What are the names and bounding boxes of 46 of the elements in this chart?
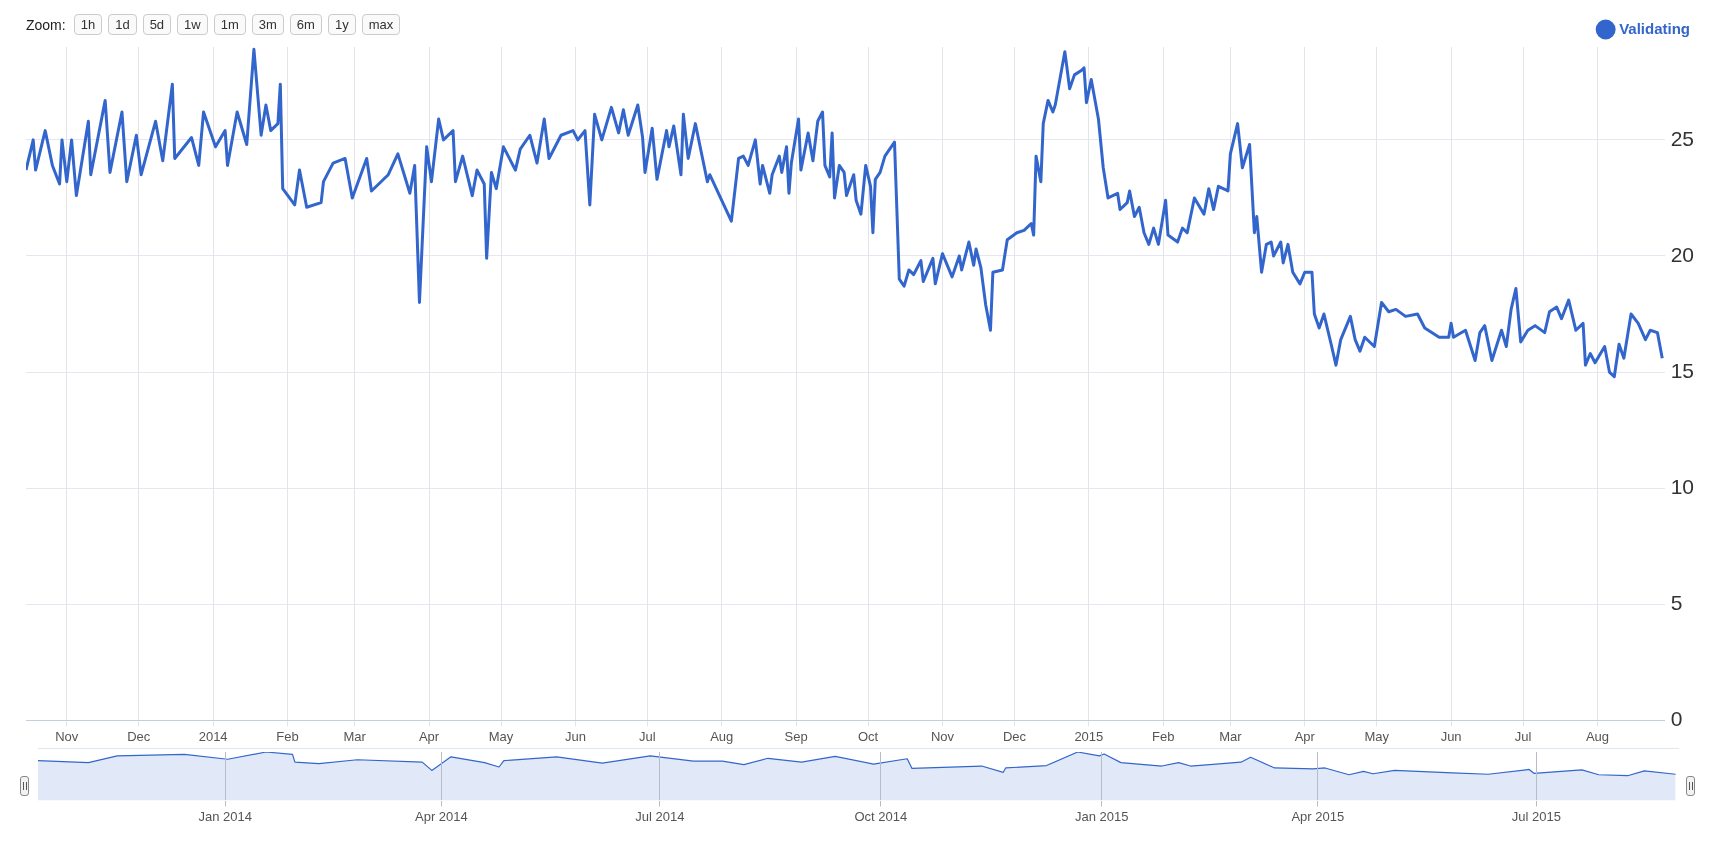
text: 1h (73, 14, 103, 35)
x-tick-label: Feb (276, 728, 299, 744)
x-tick-label: Apr (418, 728, 440, 744)
x-tick-label: Jun (564, 728, 586, 744)
x-tick-label: Oct (858, 728, 879, 744)
x-tick-label: Jan 2014 (198, 808, 253, 824)
x-tick-label: May (1364, 728, 1390, 744)
legend-label: Validating (1619, 19, 1691, 37)
x-tick-label: Sep (784, 728, 808, 744)
x-tick-label: Dec (127, 728, 151, 744)
y-tick-label: 5 (1670, 591, 1683, 615)
x-tick-label: Jul (1514, 728, 1532, 744)
text: Zoom: (26, 16, 66, 33)
y-tick-label: 15 (1670, 358, 1694, 382)
x-tick-label: Jun (1440, 728, 1462, 744)
x-tick-label: Mar (343, 728, 367, 744)
y-tick-label: 20 (1670, 242, 1694, 266)
x-tick-label: Oct 2014 (854, 808, 908, 824)
x-tick-label: Jul 2015 (1511, 808, 1561, 824)
x-tick-label: Apr 2014 (415, 808, 468, 824)
x-tick-label: Aug (1585, 728, 1610, 744)
text: 1w (177, 14, 208, 35)
x-tick-label: Jul (639, 728, 656, 744)
text: 1y (327, 14, 356, 35)
text: 6m (289, 14, 322, 35)
x-tick-label: Dec (1002, 728, 1027, 744)
x-tick-label: Nov (930, 728, 955, 744)
x-tick-label: Aug (710, 728, 734, 744)
text: max (361, 14, 401, 35)
x-tick-label: Feb (1152, 728, 1175, 744)
y-tick-label: 0 (1670, 707, 1683, 731)
x-tick-label: Apr (1294, 728, 1316, 744)
x-tick-label: Mar (1219, 728, 1243, 744)
x-tick-label: Apr 2015 (1291, 808, 1345, 824)
x-tick-label: 2015 (1074, 728, 1104, 744)
y-tick-label: 25 (1670, 126, 1694, 150)
x-tick-label: Jan 2015 (1074, 808, 1129, 824)
text: 5d (142, 14, 172, 35)
x-tick-label: Jul 2014 (635, 808, 685, 824)
x-tick-label: 2014 (198, 728, 228, 744)
x-tick-label: May (488, 728, 514, 744)
text: 1m (213, 14, 246, 35)
text: 1d (108, 14, 137, 35)
x-tick-label: Nov (55, 728, 79, 744)
text: 3m (251, 14, 284, 35)
y-tick-label: 10 (1670, 474, 1694, 498)
